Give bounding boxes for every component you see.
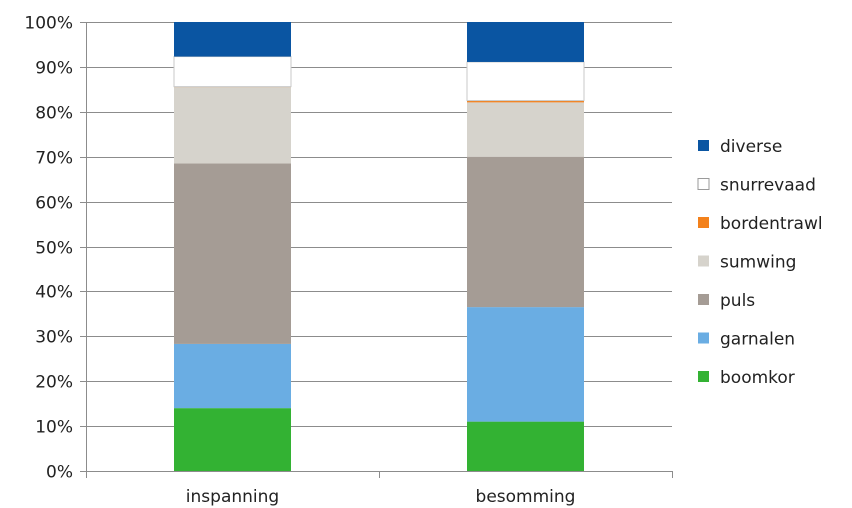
bar-segment-snurrevaad-besomming bbox=[466, 61, 585, 102]
legend: diverse snurrevaad bordentrawl sumwing puls g… bbox=[697, 137, 823, 388]
bar-segment-diverse-besomming bbox=[467, 22, 584, 62]
bar-segment-snurrevaad-inspanning bbox=[173, 56, 292, 88]
bars bbox=[173, 22, 585, 471]
legend-label-boomkor: boomkor bbox=[720, 368, 795, 388]
y-tick-label: 50% bbox=[35, 239, 73, 259]
legend-swatch-snurrevaad bbox=[697, 178, 710, 190]
category-label: inspanning bbox=[186, 487, 279, 507]
bar-segment-puls-inspanning bbox=[174, 163, 291, 344]
y-tick-label: 30% bbox=[35, 328, 73, 348]
y-tick-label: 90% bbox=[35, 59, 73, 79]
y-tick-label: 10% bbox=[35, 418, 73, 438]
bar-segment-garnalen-inspanning bbox=[174, 343, 291, 409]
y-axis-tick-labels: 0% 10% 20% 30% 40% 50% 60% 70% 80% 90% 100% bbox=[24, 14, 73, 483]
legend-swatch-boomkor bbox=[698, 371, 709, 382]
bar-segment-sumwing-besomming bbox=[467, 102, 584, 157]
bar-segment-garnalen-besomming bbox=[467, 307, 584, 422]
y-tick-label: 0% bbox=[46, 463, 73, 483]
legend-label-diverse: diverse bbox=[720, 137, 782, 157]
x-axis bbox=[86, 22, 673, 478]
legend-swatch-sumwing bbox=[698, 255, 709, 267]
category-label: besomming bbox=[476, 487, 576, 507]
legend-label-sumwing: sumwing bbox=[720, 253, 796, 273]
bar-segment-bordentrawl-besomming bbox=[467, 100, 584, 103]
bar-segment-boomkor-besomming bbox=[467, 421, 584, 471]
legend-swatch-garnalen bbox=[698, 332, 709, 344]
bar-segment-puls-besomming bbox=[467, 156, 584, 308]
legend-label-garnalen: garnalen bbox=[720, 330, 795, 350]
y-tick-label: 80% bbox=[35, 104, 73, 124]
legend-label-bordentrawl: bordentrawl bbox=[720, 214, 823, 234]
y-tick-label: 100% bbox=[24, 14, 73, 34]
bar-segment-diverse-inspanning bbox=[174, 22, 291, 57]
legend-swatch-diverse bbox=[698, 140, 709, 151]
legend-swatch-puls bbox=[698, 294, 709, 305]
y-tick-label: 70% bbox=[35, 149, 73, 169]
bar-segment-sumwing-inspanning bbox=[174, 87, 291, 164]
x-axis-category-labels: inspanning besomming bbox=[186, 487, 576, 507]
y-tick-label: 20% bbox=[35, 373, 73, 393]
legend-label-snurrevaad: snurrevaad bbox=[720, 176, 816, 196]
y-tick-label: 40% bbox=[35, 283, 73, 303]
legend-label-puls: puls bbox=[720, 291, 755, 311]
y-tick-label: 60% bbox=[35, 194, 73, 214]
legend-swatch-bordentrawl bbox=[698, 217, 709, 228]
bar-segment-boomkor-inspanning bbox=[174, 408, 291, 471]
